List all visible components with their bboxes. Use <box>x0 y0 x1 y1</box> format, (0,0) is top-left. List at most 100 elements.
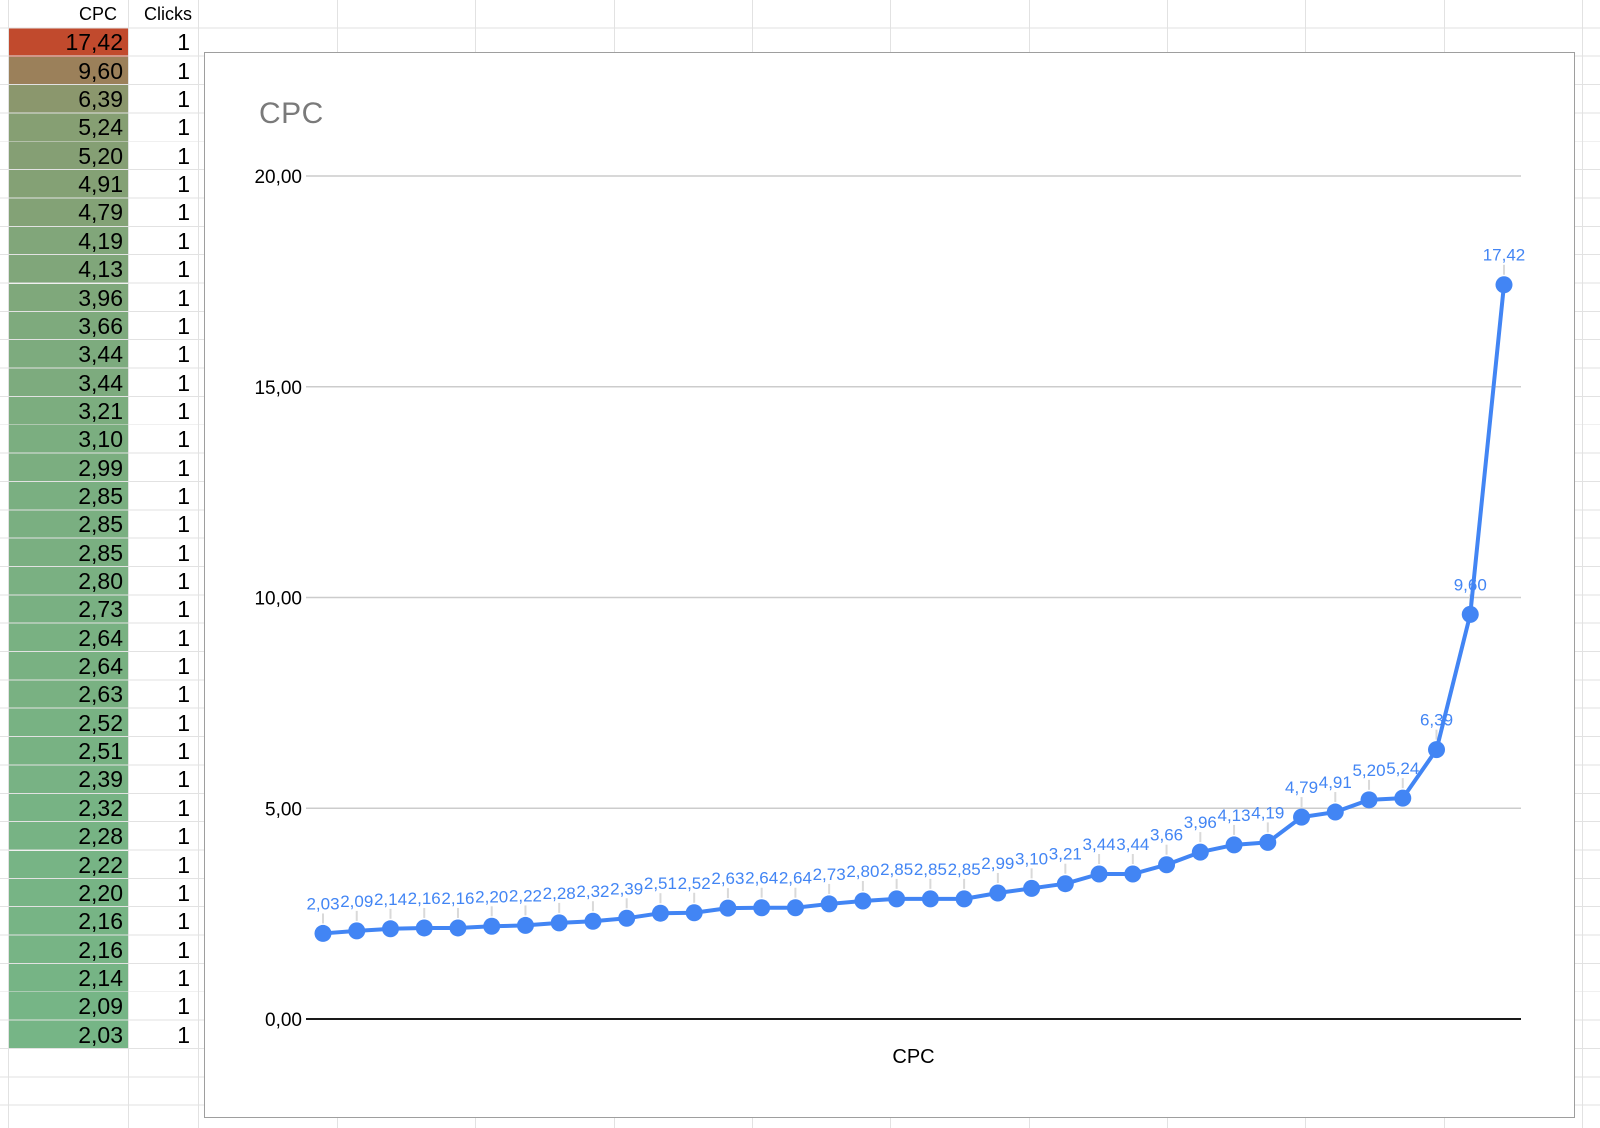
data-point-label: 3,21 <box>1049 845 1082 864</box>
clicks-cell[interactable]: 1 <box>177 823 190 850</box>
data-point-label: 2,03 <box>306 894 339 913</box>
cpc-cell[interactable]: 5,24 <box>78 114 123 141</box>
clicks-cell[interactable]: 1 <box>177 114 190 141</box>
data-point <box>1495 276 1513 294</box>
data-point <box>1461 605 1479 623</box>
cpc-cell[interactable]: 3,96 <box>78 284 123 311</box>
clicks-cell[interactable]: 1 <box>177 568 190 594</box>
cpc-cell[interactable]: 4,79 <box>78 199 123 226</box>
clicks-cell[interactable]: 1 <box>177 653 190 680</box>
data-point-label: 3,44 <box>1116 835 1149 854</box>
cpc-cell[interactable]: 2,51 <box>78 738 123 765</box>
cpc-cell[interactable]: 2,64 <box>78 653 123 680</box>
cpc-cell[interactable]: 2,99 <box>78 454 123 481</box>
data-point <box>1158 856 1176 874</box>
cpc-cell[interactable]: 2,63 <box>78 681 123 708</box>
clicks-cell[interactable]: 1 <box>177 171 190 198</box>
clicks-cell[interactable]: 1 <box>177 993 190 1020</box>
clicks-cell[interactable]: 1 <box>177 936 190 963</box>
data-point-label: 2,99 <box>981 854 1014 873</box>
cpc-cell[interactable]: 2,14 <box>78 964 123 991</box>
clicks-cell[interactable]: 1 <box>177 256 190 283</box>
data-point-label: 2,14 <box>374 890 407 909</box>
clicks-cell[interactable]: 1 <box>177 397 190 424</box>
clicks-cell[interactable]: 1 <box>177 86 190 113</box>
clicks-cell[interactable]: 1 <box>177 369 190 396</box>
data-point <box>989 884 1007 902</box>
data-point <box>1056 875 1074 893</box>
cpc-cell[interactable]: 2,73 <box>78 596 123 623</box>
clicks-cell[interactable]: 1 <box>177 29 190 56</box>
clicks-cell[interactable]: 1 <box>177 709 190 736</box>
cpc-cell[interactable]: 2,16 <box>78 908 123 935</box>
y-axis-tick-label: 15,00 <box>254 378 302 399</box>
cpc-cell[interactable]: 2,85 <box>78 511 123 538</box>
cpc-cell[interactable]: 2,03 <box>78 1021 123 1048</box>
cpc-cell[interactable]: 2,09 <box>78 993 123 1020</box>
cpc-cell[interactable]: 2,85 <box>78 482 123 509</box>
cpc-cell[interactable]: 2,39 <box>78 766 123 793</box>
clicks-cell[interactable]: 1 <box>177 539 190 566</box>
data-point-label: 2,85 <box>880 860 913 879</box>
cpc-cell[interactable]: 2,52 <box>78 709 123 736</box>
data-point <box>1360 791 1378 809</box>
cpc-cell[interactable]: 17,42 <box>65 29 123 56</box>
cpc-cell[interactable]: 2,85 <box>78 539 123 566</box>
clicks-cell[interactable]: 1 <box>177 851 190 878</box>
clicks-cell[interactable]: 1 <box>177 511 190 538</box>
clicks-cell[interactable]: 1 <box>177 964 190 991</box>
data-point-label: 2,16 <box>408 889 441 908</box>
clicks-cell[interactable]: 1 <box>177 199 190 226</box>
clicks-cell[interactable]: 1 <box>177 738 190 765</box>
clicks-cell[interactable]: 1 <box>177 142 190 169</box>
x-axis-title: CPC <box>892 1046 934 1068</box>
data-point <box>685 904 703 922</box>
cpc-cell[interactable]: 2,32 <box>78 794 123 821</box>
column-header-clicks[interactable]: Clicks <box>144 4 192 24</box>
clicks-cell[interactable]: 1 <box>177 284 190 311</box>
cpc-cell[interactable]: 2,28 <box>78 823 123 850</box>
cpc-cell[interactable]: 3,21 <box>78 397 123 424</box>
cpc-cell[interactable]: 3,44 <box>78 369 123 396</box>
cpc-cell[interactable]: 2,16 <box>78 936 123 963</box>
cpc-cell[interactable]: 4,19 <box>78 227 123 254</box>
clicks-cell[interactable]: 1 <box>177 341 190 368</box>
clicks-cell[interactable]: 1 <box>177 681 190 708</box>
data-point <box>1191 843 1209 861</box>
cpc-cell[interactable]: 3,44 <box>78 341 123 368</box>
cpc-chart[interactable]: CPC 0,00 5,00 10,00 15,00 20,00 2,03 2,09 2,14 2… <box>204 52 1575 1118</box>
data-point-label: 2,22 <box>509 886 542 905</box>
clicks-cell[interactable]: 1 <box>177 794 190 821</box>
cpc-cell[interactable]: 6,39 <box>78 86 123 113</box>
clicks-cell[interactable]: 1 <box>177 879 190 906</box>
cpc-cell[interactable]: 2,64 <box>78 624 123 651</box>
data-point-label: 4,91 <box>1319 773 1352 792</box>
clicks-cell[interactable]: 1 <box>177 624 190 651</box>
clicks-cell[interactable]: 1 <box>177 766 190 793</box>
cpc-cell[interactable]: 2,20 <box>78 879 123 906</box>
data-point <box>516 916 534 934</box>
clicks-cell[interactable]: 1 <box>177 1021 190 1048</box>
clicks-cell[interactable]: 1 <box>177 57 190 84</box>
cpc-cell[interactable]: 2,22 <box>78 851 123 878</box>
clicks-cell[interactable]: 1 <box>177 908 190 935</box>
clicks-cell[interactable]: 1 <box>177 312 190 339</box>
column-header-cpc[interactable]: CPC <box>78 4 117 24</box>
data-point <box>348 922 366 940</box>
data-point <box>483 917 501 935</box>
clicks-cell[interactable]: 1 <box>177 227 190 254</box>
clicks-cell[interactable]: 1 <box>177 596 190 623</box>
cpc-cell[interactable]: 5,20 <box>78 142 123 169</box>
clicks-cell[interactable]: 1 <box>177 426 190 453</box>
cpc-cell[interactable]: 4,91 <box>78 171 123 198</box>
clicks-cell[interactable]: 1 <box>177 482 190 509</box>
data-point <box>584 912 602 930</box>
clicks-cell[interactable]: 1 <box>177 454 190 481</box>
cpc-cell[interactable]: 2,80 <box>78 568 123 594</box>
data-point-label: 4,13 <box>1218 806 1251 825</box>
cpc-cell[interactable]: 4,13 <box>78 256 123 283</box>
cpc-cell[interactable]: 9,60 <box>78 57 123 84</box>
cpc-cell[interactable]: 3,10 <box>78 426 123 453</box>
cpc-cell[interactable]: 3,66 <box>78 312 123 339</box>
